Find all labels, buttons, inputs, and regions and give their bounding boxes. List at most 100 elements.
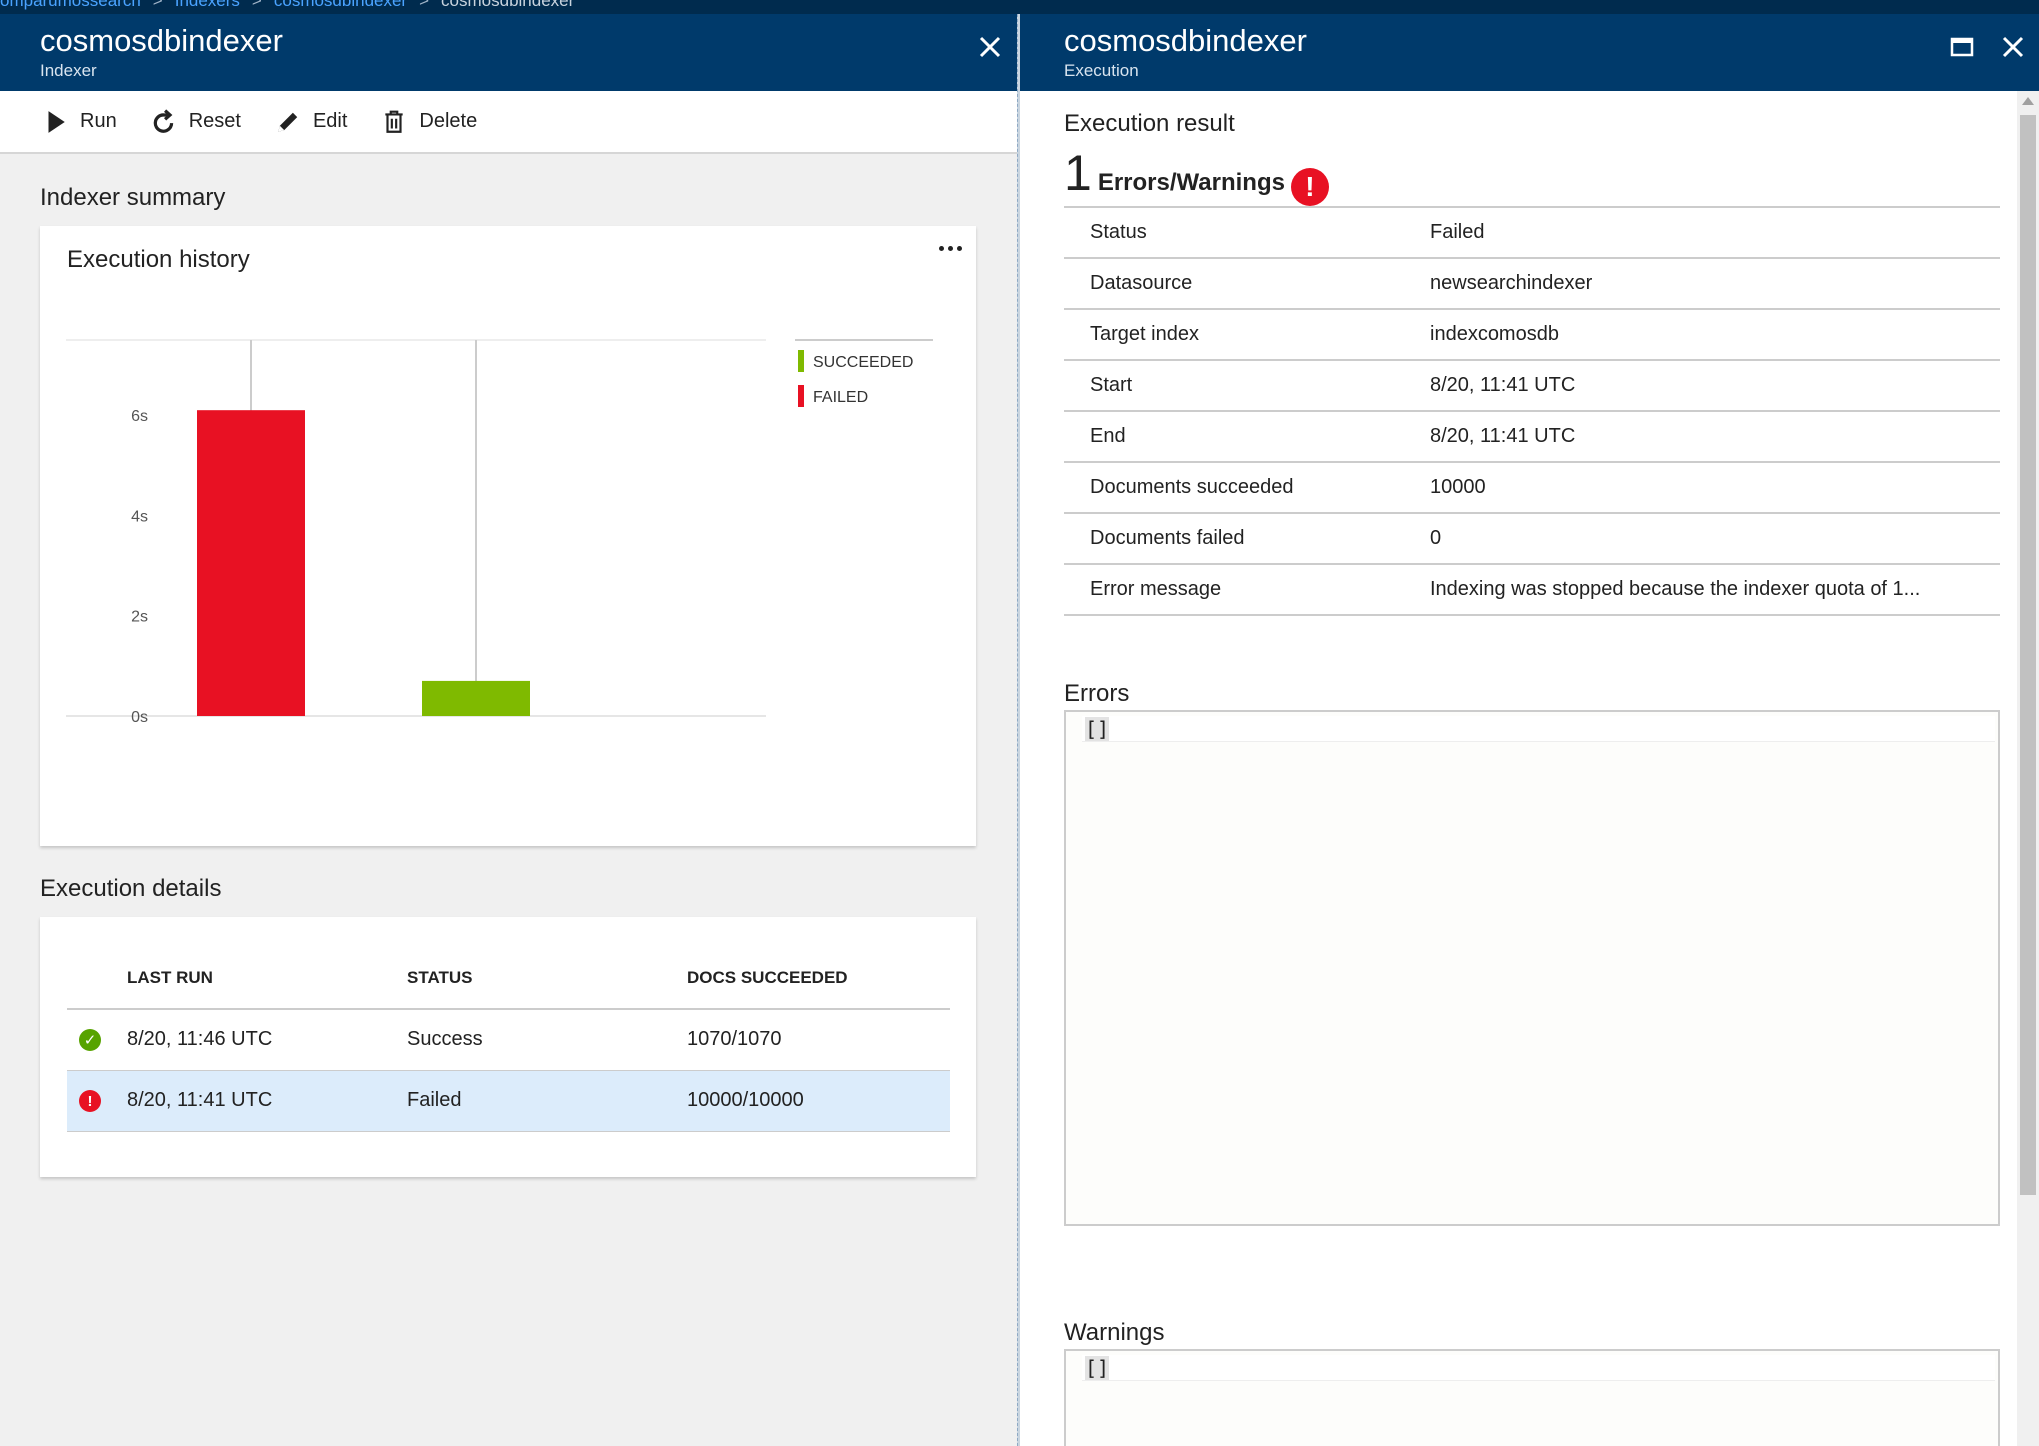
- breadcrumb-item[interactable]: Indexers: [174, 0, 240, 10]
- breadcrumb-separator-icon: >: [251, 0, 262, 10]
- status-icon-cell: ✓: [67, 1009, 127, 1071]
- execution-details-heading: Execution details: [40, 875, 222, 902]
- breadcrumb-bar: omparumossearch > Indexers > cosmosdbindexer…: [0, 0, 2039, 14]
- vertical-scrollbar[interactable]: [2017, 91, 2039, 1446]
- column-header-status[interactable]: STATUS: [407, 947, 687, 1010]
- property-value: Indexing was stopped because the indexer…: [1430, 564, 2000, 616]
- indexer-blade-header: cosmosdbindexer Indexer: [0, 14, 1017, 91]
- property-row: Status Failed: [1064, 207, 2000, 259]
- status-cell: Failed: [407, 1070, 687, 1132]
- column-header-last-run[interactable]: LAST RUN: [127, 947, 407, 1010]
- breadcrumb-item[interactable]: cosmosdbindexer: [273, 0, 408, 10]
- property-row: Documents failed 0: [1064, 513, 2000, 565]
- errors-editor[interactable]: []: [1064, 710, 2000, 1226]
- execution-properties-table: Status Failed Datasource newsearchindexer Ta…: [1064, 206, 2000, 616]
- blade-title: cosmosdbindexer: [40, 23, 283, 58]
- status-cell: Success: [407, 1009, 687, 1071]
- check-icon: ✓: [79, 1029, 101, 1052]
- legend-swatch: [798, 350, 804, 372]
- error-icon: !: [1290, 168, 1329, 206]
- scroll-up-icon[interactable]: [2022, 97, 2034, 105]
- close-blade-button[interactable]: [1996, 30, 2030, 64]
- more-options-button[interactable]: [930, 234, 970, 262]
- property-key: Status: [1064, 207, 1430, 259]
- property-value: 0: [1430, 513, 2000, 565]
- blade-divider: [1017, 14, 1020, 1446]
- errors-warnings-label: Errors/Warnings: [1097, 169, 1285, 196]
- y-tick-label: 0s: [131, 709, 148, 726]
- property-value: indexcomosdb: [1430, 309, 2000, 361]
- error-icon: !: [79, 1090, 101, 1113]
- column-header-docs-succeeded[interactable]: DOCS SUCCEEDED: [687, 947, 950, 1010]
- trash-icon: [385, 110, 404, 133]
- breadcrumb-separator-icon: >: [419, 0, 430, 10]
- property-value: 10000: [1430, 462, 2000, 514]
- warnings-value: []: [1085, 1356, 1110, 1380]
- property-value: 8/20, 11:41 UTC: [1430, 411, 2000, 463]
- more-dot-icon: [947, 245, 953, 251]
- y-tick-label: 2s: [131, 609, 148, 626]
- property-key: Datasource: [1064, 258, 1430, 310]
- y-tick-label: 6s: [131, 408, 148, 425]
- property-key: Documents failed: [1064, 513, 1430, 565]
- property-row: Documents succeeded 10000: [1064, 462, 2000, 514]
- errors-warnings-count: 1: [1064, 145, 1092, 201]
- property-row: End 8/20, 11:41 UTC: [1064, 411, 2000, 463]
- execution-blade: cosmosdbindexer Execution Execution resu…: [1020, 14, 2039, 1446]
- legend-swatch: [798, 385, 804, 407]
- legend-label: FAILED: [813, 389, 868, 406]
- execution-result-heading: Execution result: [1064, 110, 1235, 137]
- property-value: newsearchindexer: [1430, 258, 2000, 310]
- errors-code-line[interactable]: []: [1082, 716, 1995, 742]
- bar-failed: [197, 410, 305, 716]
- reset-icon: [153, 108, 173, 133]
- last-run-cell: 8/20, 11:41 UTC: [127, 1070, 407, 1132]
- property-row: Error message Indexing was stopped becaus…: [1064, 564, 2000, 616]
- errors-value: []: [1085, 717, 1110, 741]
- more-dot-icon: [956, 245, 962, 251]
- property-row: Target index indexcomosdb: [1064, 309, 2000, 361]
- table-row[interactable]: ! 8/20, 11:41 UTC Failed 10000/10000: [67, 1070, 950, 1132]
- indexer-toolbar: Run Reset Edit Delete: [0, 91, 1017, 154]
- blade-subtitle: Indexer: [40, 61, 97, 80]
- scroll-thumb[interactable]: [2020, 115, 2036, 1195]
- warnings-code-line[interactable]: []: [1082, 1355, 1995, 1381]
- more-dot-icon: [938, 245, 944, 251]
- warnings-heading: Warnings: [1064, 1319, 1165, 1346]
- execution-details-table: LAST RUN STATUS DOCS SUCCEEDED ✓ 8/20, 1…: [67, 947, 950, 1132]
- execution-history-title: Execution history: [67, 246, 250, 273]
- breadcrumb-item[interactable]: omparumossearch: [0, 0, 141, 10]
- blade-title: cosmosdbindexer: [1064, 23, 1307, 58]
- reset-label: Reset: [188, 110, 241, 132]
- indexer-blade: cosmosdbindexer Indexer Run Reset Edit D…: [0, 14, 1017, 1446]
- property-row: Start 8/20, 11:41 UTC: [1064, 360, 2000, 412]
- status-icon-column: [67, 947, 127, 1010]
- run-label: Run: [80, 110, 117, 132]
- docs-succeeded-cell: 10000/10000: [687, 1070, 950, 1132]
- close-blade-button[interactable]: [973, 30, 1007, 64]
- reset-button[interactable]: Reset: [151, 108, 241, 135]
- edit-button[interactable]: Edit: [275, 109, 347, 135]
- legend-label: SUCCEEDED: [813, 354, 913, 371]
- errors-warnings-summary: 1 Errors/Warnings !: [1064, 144, 1329, 206]
- breadcrumb: omparumossearch > Indexers > cosmosdbindexer…: [0, 0, 574, 11]
- blade-subtitle: Execution: [1064, 61, 1139, 80]
- property-value: Failed: [1430, 207, 2000, 259]
- delete-button[interactable]: Delete: [381, 109, 477, 135]
- property-key: Target index: [1064, 309, 1430, 361]
- warnings-editor[interactable]: []: [1064, 1349, 2000, 1446]
- y-tick-label: 4s: [131, 508, 148, 525]
- execution-details-card: LAST RUN STATUS DOCS SUCCEEDED ✓ 8/20, 1…: [40, 917, 976, 1177]
- property-row: Datasource newsearchindexer: [1064, 258, 2000, 310]
- close-icon: [2002, 36, 2024, 58]
- status-icon-cell: !: [67, 1070, 127, 1132]
- pencil-icon: [278, 112, 298, 132]
- maximize-button[interactable]: [1945, 30, 1979, 64]
- last-run-cell: 8/20, 11:46 UTC: [127, 1009, 407, 1071]
- run-button[interactable]: Run: [42, 109, 117, 135]
- maximize-icon: [1950, 37, 1974, 57]
- execution-history-chart: 0s 2s 4s 6s SUCCEEDED FAILED: [66, 339, 933, 726]
- table-row[interactable]: ✓ 8/20, 11:46 UTC Success 1070/1070: [67, 1009, 950, 1071]
- docs-succeeded-cell: 1070/1070: [687, 1009, 950, 1071]
- table-header-row: LAST RUN STATUS DOCS SUCCEEDED: [67, 947, 950, 1010]
